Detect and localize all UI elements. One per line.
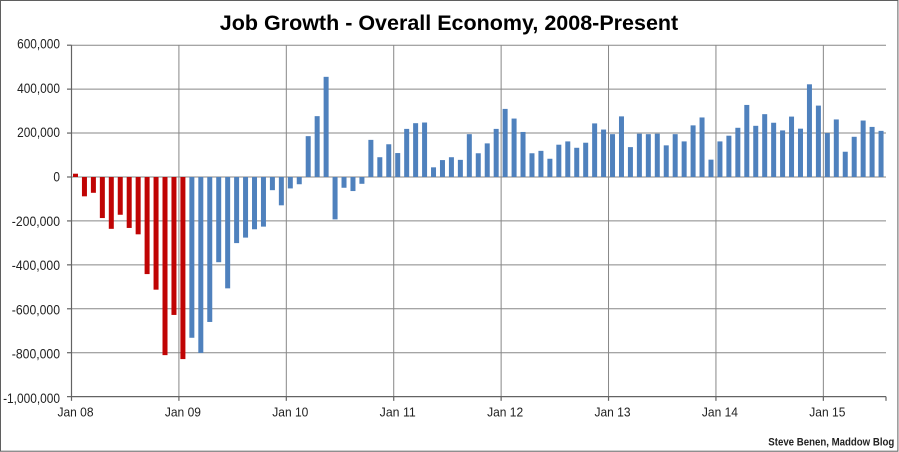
svg-text:Jan 09: Jan 09	[165, 405, 201, 420]
svg-text:-600,000: -600,000	[12, 302, 60, 317]
svg-text:Jan 13: Jan 13	[594, 405, 630, 420]
svg-text:-400,000: -400,000	[12, 258, 60, 273]
svg-text:400,000: 400,000	[17, 81, 60, 96]
svg-text:Jan 11: Jan 11	[380, 405, 416, 420]
svg-text:Steve Benen, Maddow Blog: Steve Benen, Maddow Blog	[768, 437, 894, 449]
svg-text:Jan 15: Jan 15	[809, 405, 845, 420]
svg-text:-800,000: -800,000	[12, 347, 60, 362]
svg-text:0: 0	[53, 170, 60, 185]
svg-text:200,000: 200,000	[17, 125, 60, 140]
svg-text:Jan 12: Jan 12	[487, 405, 523, 420]
svg-text:Job Growth - Overall Economy,: Job Growth - Overall Economy, 2008-Prese…	[220, 11, 678, 35]
svg-text:Jan 10: Jan 10	[272, 405, 308, 420]
svg-text:Jan 14: Jan 14	[702, 405, 738, 420]
svg-text:600,000: 600,000	[17, 37, 60, 52]
svg-text:Jan 08: Jan 08	[57, 405, 93, 420]
svg-text:-1,000,000: -1,000,000	[3, 391, 60, 406]
svg-text:-200,000: -200,000	[12, 214, 60, 229]
